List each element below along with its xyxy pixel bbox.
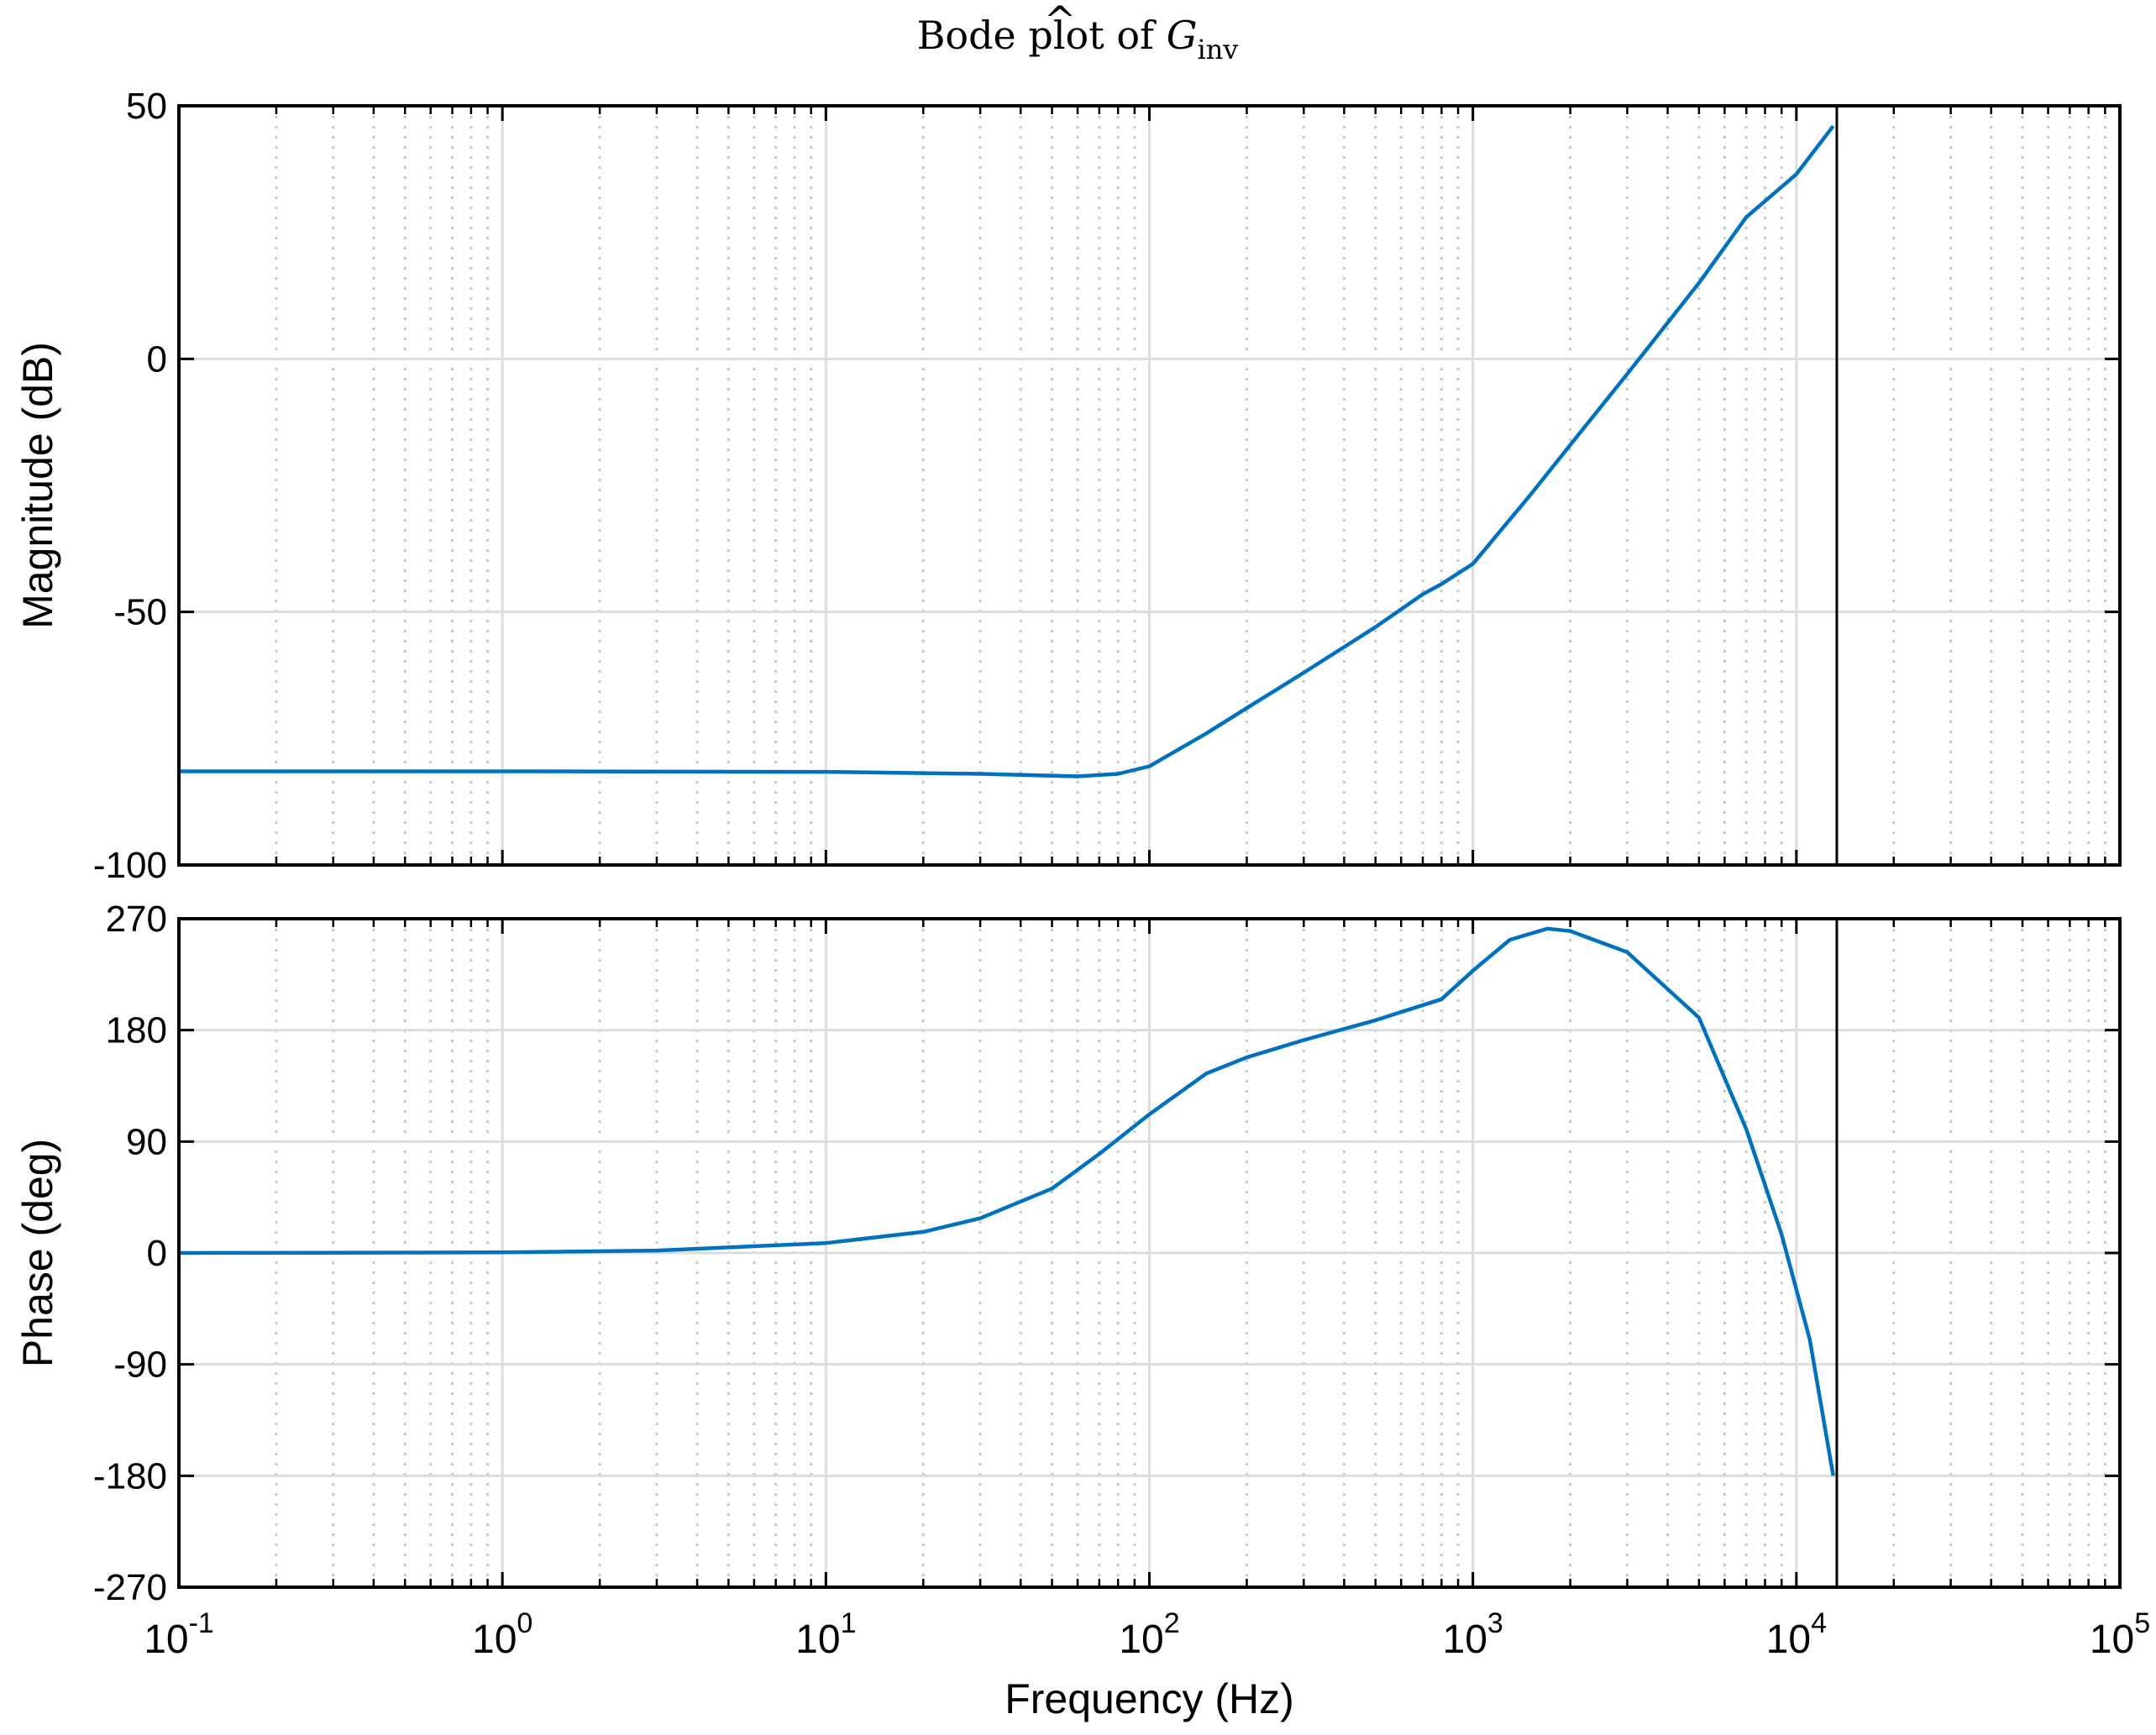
x-tick-label: 100 bbox=[472, 1607, 532, 1662]
phase-series-line bbox=[178, 926, 1835, 1476]
phase-y-tick-label: -90 bbox=[113, 1344, 167, 1386]
magnitude-y-tick-label: 50 bbox=[126, 86, 167, 127]
phase-axes-frame bbox=[177, 917, 2122, 1589]
phase-y-tick-label: -180 bbox=[93, 1455, 167, 1497]
phase-y-tick-label: 270 bbox=[106, 899, 167, 940]
magnitude-axes: 50 0 -50 -100 Magnitude (dB) bbox=[14, 86, 2122, 886]
chart-title-hat: ^ bbox=[1044, 0, 1077, 43]
x-tick-label: 104 bbox=[1766, 1607, 1827, 1662]
x-tick-label: 101 bbox=[795, 1607, 856, 1662]
x-tick-label: 103 bbox=[1443, 1607, 1503, 1662]
phase-y-tick-label: 0 bbox=[147, 1233, 167, 1274]
x-tick-label: 105 bbox=[2090, 1607, 2150, 1662]
x-tick-label: 102 bbox=[1119, 1607, 1179, 1662]
phase-axes: 270 180 90 0 -90 -180 -270 Phase (deg) 10-1 100 10… bbox=[14, 899, 2150, 1722]
magnitude-y-axis-label: Magnitude (dB) bbox=[14, 342, 61, 629]
magnitude-series-line bbox=[179, 124, 1835, 778]
magnitude-axes-frame bbox=[177, 104, 2122, 867]
x-tick-label: 10-1 bbox=[144, 1607, 214, 1662]
phase-y-tick-label: 90 bbox=[126, 1121, 167, 1162]
phase-y-tick-label: 180 bbox=[106, 1010, 167, 1051]
chart-title-symbol: G bbox=[1167, 13, 1198, 58]
phase-y-tick-label: -270 bbox=[93, 1567, 167, 1608]
chart-title: Bode plot of Ginv bbox=[917, 13, 1239, 66]
chart-title-text: Bode plot of bbox=[917, 13, 1167, 58]
magnitude-y-tick-label: -50 bbox=[113, 592, 167, 633]
chart-title-subscript: inv bbox=[1197, 34, 1238, 66]
magnitude-y-tick-label: -100 bbox=[93, 845, 167, 886]
x-axis-label: Frequency (Hz) bbox=[1005, 1675, 1294, 1722]
phase-y-axis-label: Phase (deg) bbox=[14, 1139, 61, 1367]
magnitude-y-tick-label: 0 bbox=[147, 338, 167, 380]
